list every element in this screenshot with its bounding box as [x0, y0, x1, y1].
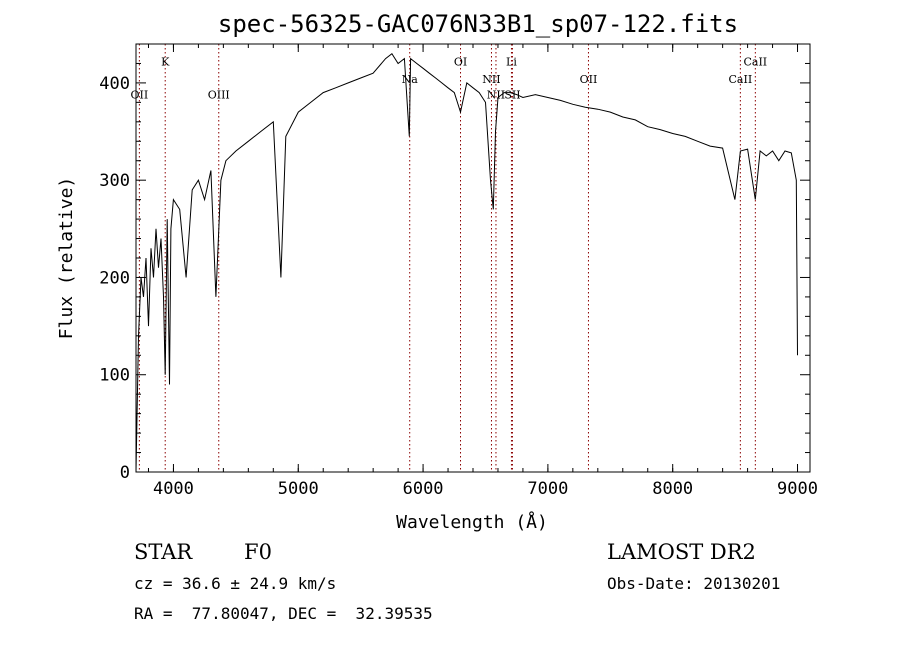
line-marker-label: OII	[131, 88, 149, 101]
obs-date: Obs-Date: 20130201	[607, 574, 781, 593]
object-subclass: F0	[244, 540, 272, 564]
line-marker-label: NII	[482, 73, 500, 86]
y-tick-label: 300	[99, 171, 130, 191]
line-marker-label: CaII	[743, 55, 767, 68]
line-marker-label: OI	[454, 55, 467, 68]
line-marker-label: SII	[504, 88, 520, 101]
y-axis-ticks: 0 100 200 300 400	[99, 43, 810, 483]
x-axis-ticks: 4000 5000 6000 7000 8000 9000	[147, 44, 818, 499]
line-marker-label: K	[161, 55, 170, 68]
y-tick-label: 100	[99, 366, 130, 386]
spectrum-line	[135, 52, 798, 473]
object-class: STAR	[134, 540, 193, 564]
y-tick-label: 0	[120, 463, 130, 483]
y-tick-label: 400	[99, 74, 130, 94]
line-marker-label: NII	[487, 88, 505, 101]
line-marker-label: CaII	[729, 73, 753, 86]
line-marker-label: OIII	[208, 88, 230, 101]
y-axis-label: Flux (relative)	[56, 177, 77, 340]
chart-title: spec-56325-GAC076N33B1_sp07-122.fits	[218, 10, 738, 38]
x-tick-label: 4000	[153, 479, 194, 499]
x-axis-label: Wavelength (Å)	[396, 511, 548, 533]
x-tick-label: 5000	[278, 479, 319, 499]
coordinates: RA = 77.80047, DEC = 32.39535	[134, 604, 433, 623]
x-tick-label: 7000	[527, 479, 568, 499]
spectrum-chart: spec-56325-GAC076N33B1_sp07-122.fits K OI…	[56, 10, 818, 533]
line-marker-label: Li	[506, 55, 517, 68]
x-tick-label: 8000	[652, 479, 693, 499]
x-tick-label: 6000	[403, 479, 444, 499]
line-marker-label: OII	[580, 73, 598, 86]
survey-name: LAMOST DR2	[607, 540, 756, 564]
plot-frame	[135, 43, 811, 473]
redshift-readout: cz = 36.6 ± 24.9 km/s	[134, 574, 337, 593]
y-tick-label: 200	[99, 268, 130, 288]
x-tick-label: 9000	[777, 479, 818, 499]
